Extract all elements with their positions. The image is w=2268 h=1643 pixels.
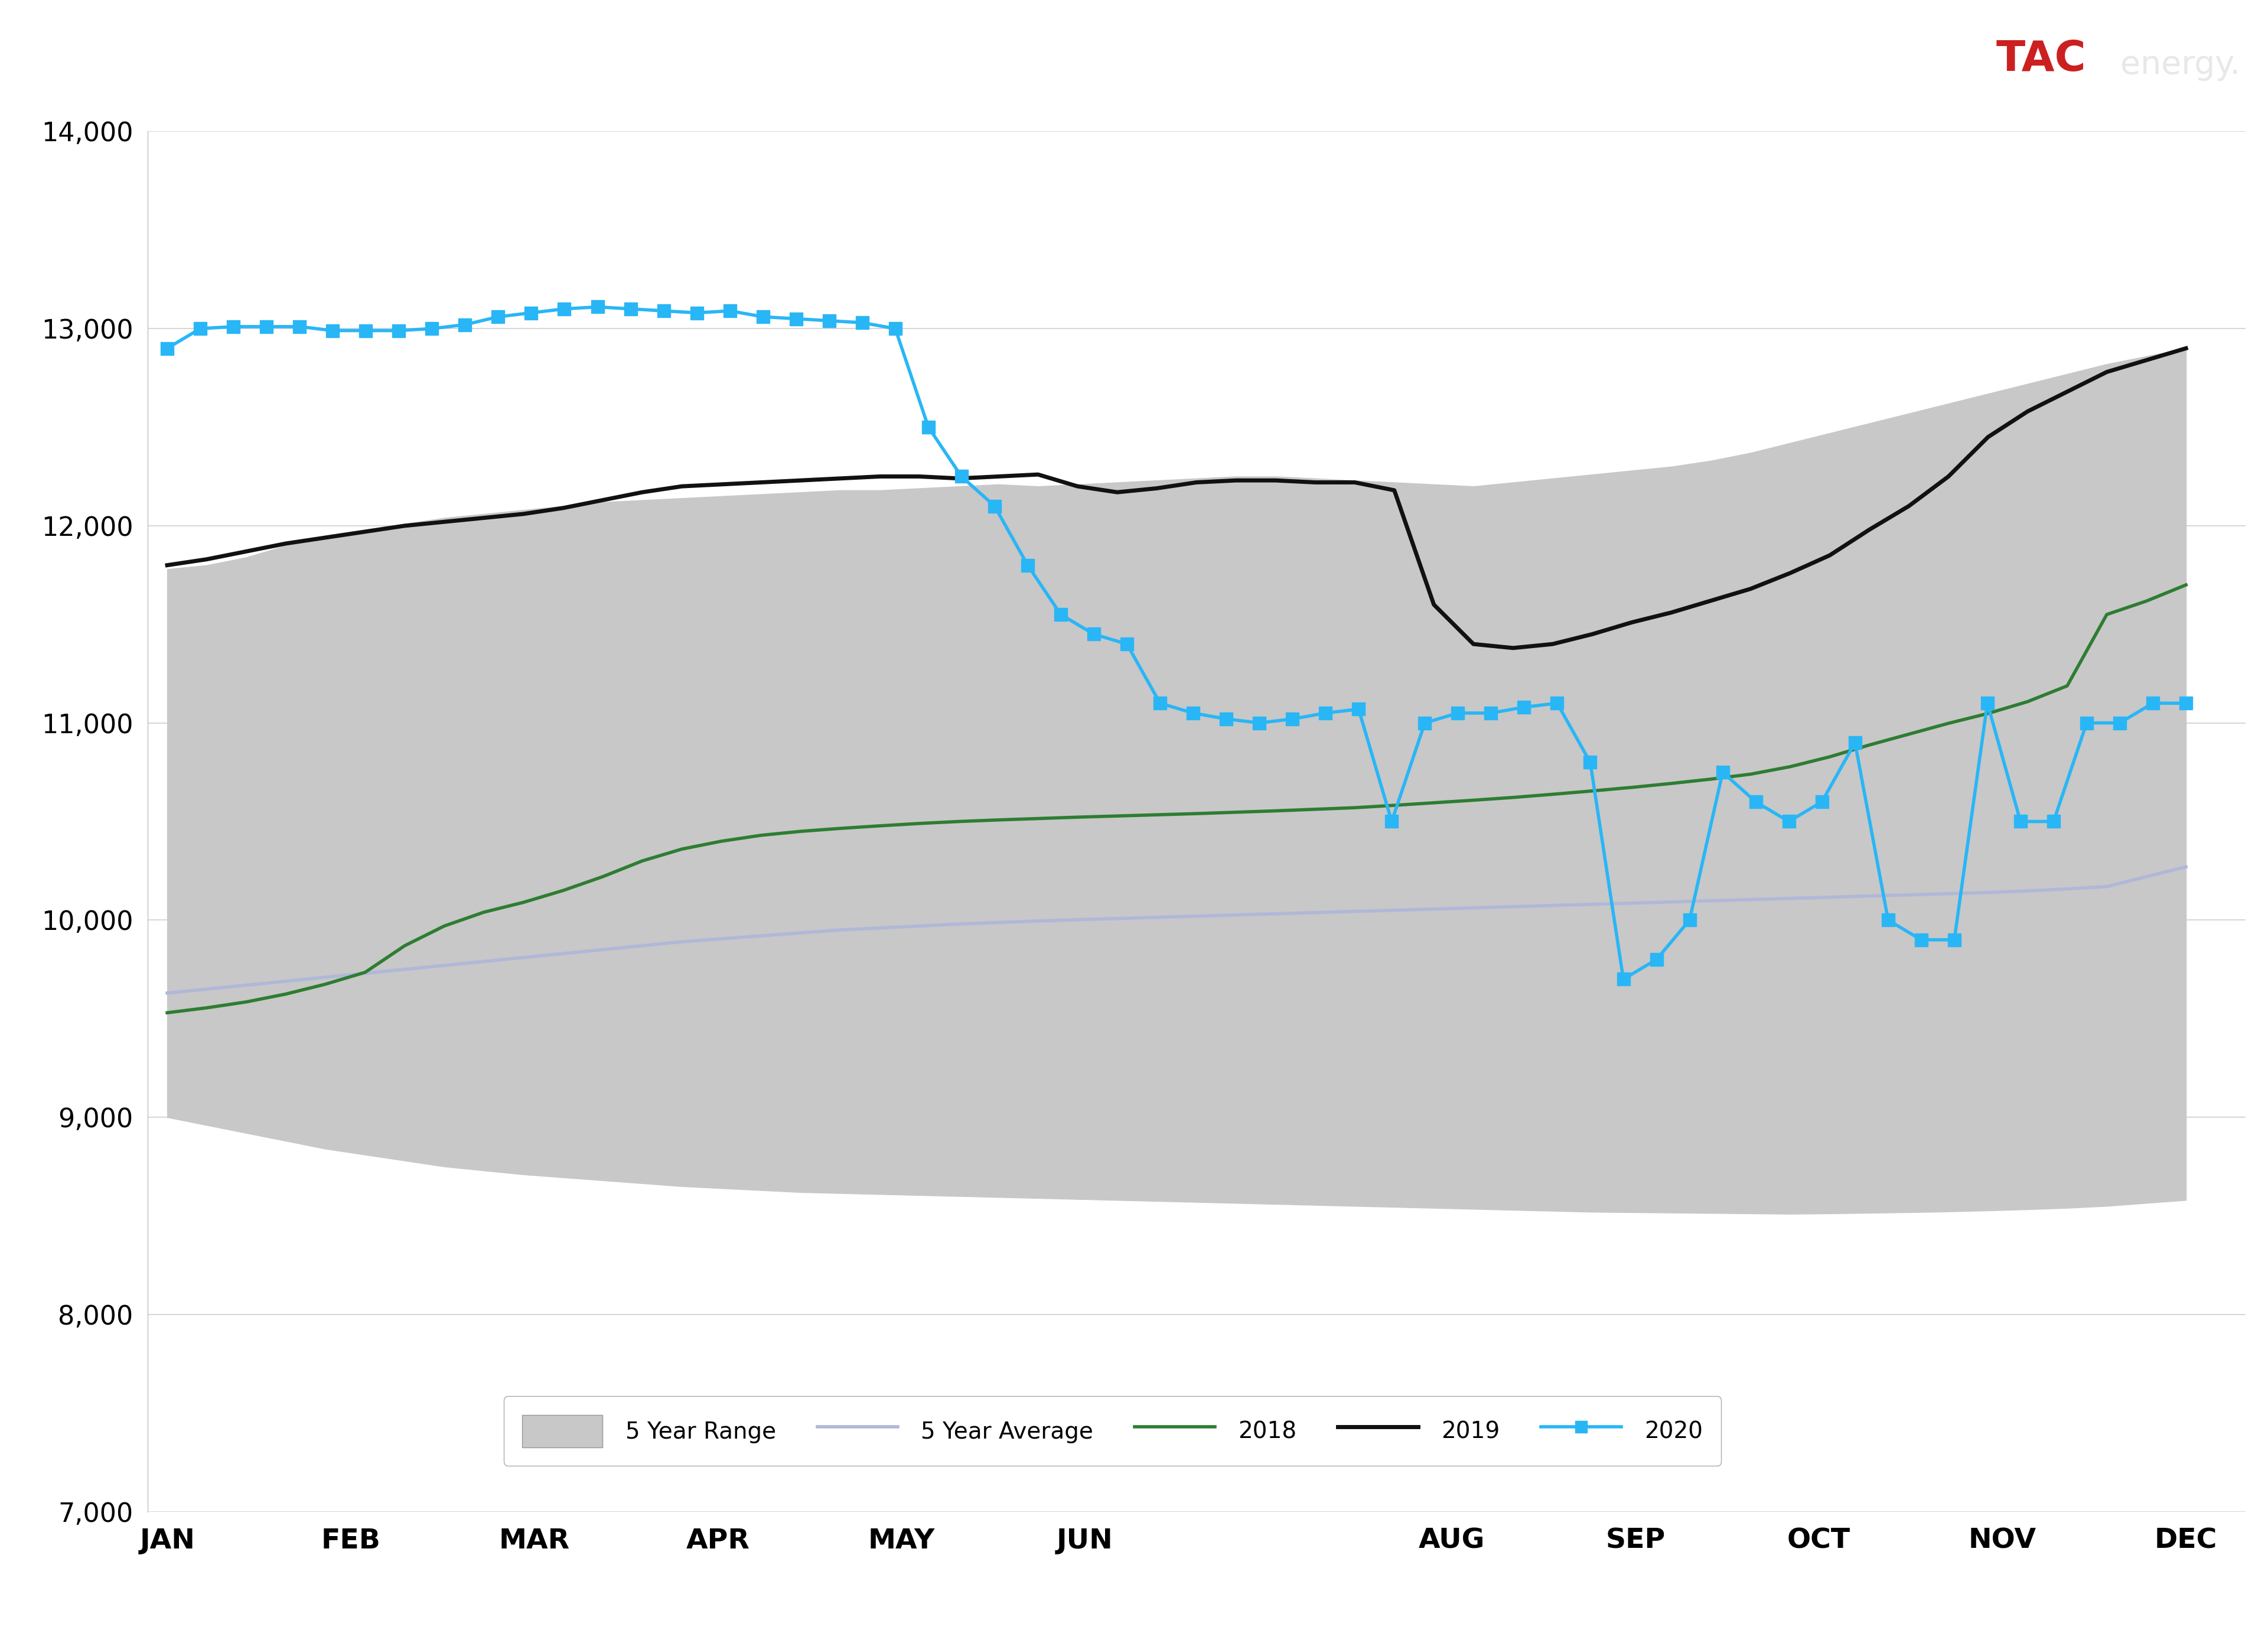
2018 (866, 817, 894, 836)
2019 (1499, 637, 1526, 657)
2019 (866, 467, 894, 486)
5 Year Average (2014, 881, 2041, 900)
Text: energy.: energy. (2121, 49, 2241, 81)
2019 (2053, 381, 2080, 401)
Text: Crude  Output: Crude Output (773, 44, 1177, 94)
5 Year Average (2173, 858, 2200, 877)
Line: 2018: 2018 (168, 585, 2186, 1012)
Line: 5 Year Average: 5 Year Average (168, 868, 2186, 992)
2020 (1411, 713, 1438, 733)
2018 (154, 1002, 181, 1022)
5 Year Average (1381, 900, 1408, 920)
2018 (1381, 795, 1408, 815)
2020 (717, 301, 744, 320)
2019 (154, 555, 181, 575)
2019 (1105, 483, 1132, 503)
2020 (320, 320, 347, 340)
2020 (1179, 703, 1207, 723)
2018 (313, 974, 340, 994)
2020 (154, 338, 181, 358)
2018 (1105, 807, 1132, 826)
2019 (1461, 634, 1488, 654)
5 Year Average (866, 918, 894, 938)
2020 (551, 299, 578, 319)
2018 (1461, 790, 1488, 810)
2019 (313, 527, 340, 547)
2019 (2173, 338, 2200, 358)
2019 (1381, 480, 1408, 499)
Text: TAC: TAC (1996, 39, 2087, 79)
5 Year Average (313, 968, 340, 987)
Line: 2019: 2019 (168, 348, 2186, 647)
5 Year Average (1461, 899, 1488, 918)
Legend: 5 Year Range, 5 Year Average, 2018, 2019, 2020: 5 Year Range, 5 Year Average, 2018, 2019… (503, 1397, 1721, 1466)
2018 (2014, 692, 2041, 711)
5 Year Average (154, 983, 181, 1002)
2020 (1610, 969, 1637, 989)
2020 (2173, 693, 2200, 713)
2020 (1973, 693, 2000, 713)
2018 (2173, 575, 2200, 595)
5 Year Average (1105, 909, 1132, 928)
2020 (583, 297, 610, 317)
Line: 2020: 2020 (161, 301, 2193, 986)
